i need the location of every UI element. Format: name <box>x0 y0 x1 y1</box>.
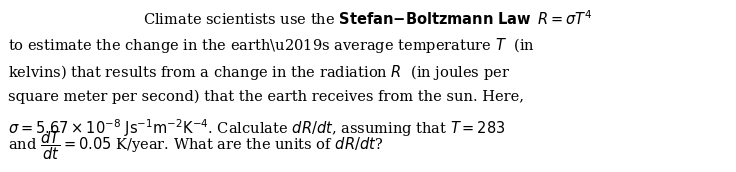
Text: $\sigma = 5.67 \times 10^{-8}\ \mathrm{Js^{-1}m^{-2}K^{-4}}$. Calculate $dR/dt$,: $\sigma = 5.67 \times 10^{-8}\ \mathrm{J… <box>8 117 506 139</box>
Text: to estimate the change in the earth\u2019s average temperature $T$  (in: to estimate the change in the earth\u201… <box>8 36 535 55</box>
Text: and $\dfrac{dT}{dt} = 0.05$ K/year. What are the units of $dR/dt$?: and $\dfrac{dT}{dt} = 0.05$ K/year. What… <box>8 130 383 162</box>
Text: kelvins) that results from a change in the radiation $R$  (in joules per: kelvins) that results from a change in t… <box>8 63 510 82</box>
Text: Climate scientists use the $\mathbf{Stefan{-}Boltzmann\ Law}$$\enspace R = \sigm: Climate scientists use the $\mathbf{Stef… <box>144 9 592 28</box>
Text: square meter per second) that the earth receives from the sun. Here,: square meter per second) that the earth … <box>8 90 524 104</box>
